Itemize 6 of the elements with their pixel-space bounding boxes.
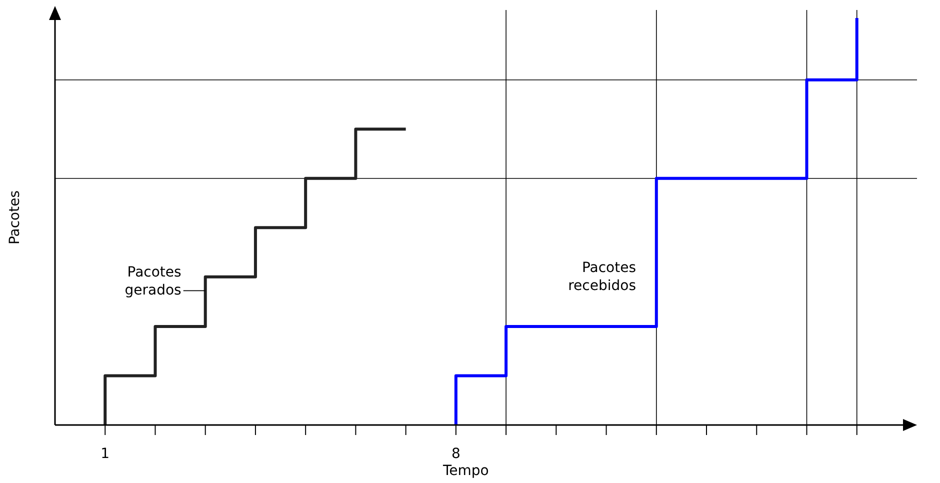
annotation: Pacotes recebidos <box>568 260 636 294</box>
x-tick-label: 8 <box>451 446 460 462</box>
annotation: Pacotes gerados <box>124 264 182 299</box>
x-tick-label: 1 <box>100 446 110 462</box>
y-axis-title: Pacotes <box>7 190 23 245</box>
x-axis-title: Tempo <box>442 463 489 479</box>
